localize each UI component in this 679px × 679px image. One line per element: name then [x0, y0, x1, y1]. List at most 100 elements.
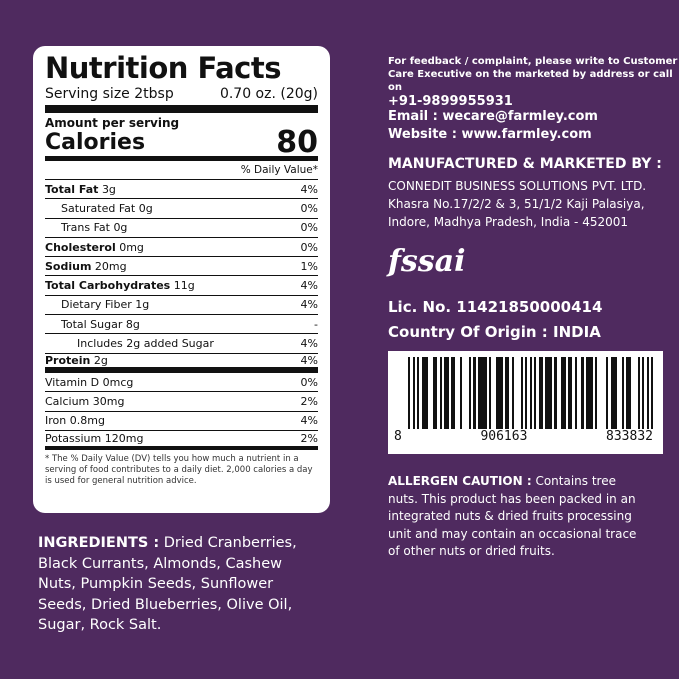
barcode-bar [473, 357, 476, 429]
barcode-bar [556, 357, 562, 429]
address-line-1: Khasra No.17/2/2 & 3, 51/1/2 Kaji Palasi… [388, 197, 645, 211]
address-line-2: Indore, Madhya Pradesh, India - 452001 [388, 215, 628, 229]
barcode-bar [412, 357, 415, 429]
barcode-bars [408, 357, 654, 429]
feedback-block: For feedback / complaint, please write t… [388, 55, 679, 108]
license-number: Lic. No. 11421850000414 [388, 298, 603, 316]
nutrient-row: Trans Fat 0g 0% [45, 219, 318, 238]
ingredients-label: INGREDIENTS : [38, 535, 160, 551]
nutrient-row: Total Sugar 8g - [45, 315, 318, 335]
phone: +91-9899955931 [388, 94, 513, 109]
barcode-bar [462, 357, 469, 429]
nutrient-dv: 4% [300, 414, 318, 428]
nutrient-row: Includes 2g added Sugar 4% [45, 334, 318, 354]
barcode-bar [567, 357, 573, 429]
nutrient-name: Total Fat 3g [45, 182, 116, 196]
email: Email : wecare@farmley.com [388, 109, 598, 124]
barcode-bar [536, 357, 539, 429]
website: Website : www.farmley.com [388, 127, 592, 142]
barcode-bar [644, 357, 647, 429]
nutrient-name: Iron 0.8mg [45, 414, 105, 428]
barcode-bar [471, 357, 474, 429]
manufacturer-heading: MANUFACTURED & MARKETED BY : [388, 156, 662, 172]
barcode-bar [495, 357, 503, 429]
nutrient-row: Vitamin D 0mcg 0% [45, 373, 318, 393]
barcode-bar [624, 357, 627, 429]
barcode-bar [448, 357, 451, 429]
nutrition-facts-panel: Nutrition Facts Serving size 2tbsp 0.70 o… [33, 46, 330, 513]
barcode-bar [522, 357, 526, 429]
nutrient-dv: 1% [300, 259, 318, 273]
barcode-bar [417, 357, 420, 429]
barcode-bar [459, 357, 462, 429]
calories-label: Calories [45, 130, 146, 155]
barcode-bar [419, 357, 422, 429]
nutrition-title: Nutrition Facts [45, 51, 281, 85]
barcode-bar [444, 357, 449, 429]
barcode-bar [432, 357, 438, 429]
barcode-bar [486, 357, 490, 429]
country-of-origin: Country Of Origin : INDIA [388, 323, 601, 341]
nutrient-name: Includes 2g added Sugar [77, 337, 214, 351]
nutrient-name: Vitamin D 0mcg [45, 375, 134, 389]
barcode-bar [408, 357, 411, 429]
barcode-bar [626, 357, 631, 429]
barcode-bar [491, 357, 496, 429]
barcode-bar [552, 357, 555, 429]
nutrient-dv: - [314, 317, 318, 331]
barcode-bar [439, 357, 442, 429]
nutrient-name: Trans Fat 0g [61, 221, 128, 235]
nutrient-dv: 0% [300, 375, 318, 389]
nutrient-dv: 0% [300, 201, 318, 215]
nutrient-name: Potassium 120mg [45, 432, 144, 445]
barcode-bar [639, 357, 643, 429]
barcode-bar [630, 357, 638, 429]
nutrient-row: Sodium 20mg 1% [45, 257, 318, 277]
barcode-bar [565, 357, 568, 429]
nutrient-dv: 2% [300, 394, 318, 408]
nutrient-name: Total Carbohydrates 11g [45, 279, 195, 293]
barcode-bar [581, 357, 584, 429]
nutrient-row: Total Fat 3g 4% [45, 180, 318, 200]
nutrient-rows: Total Fat 3g 4% Saturated Fat 0g 0% Trans Fa… [45, 180, 318, 451]
barcode-bar [592, 357, 595, 429]
daily-value-header: % Daily Value* [45, 161, 318, 180]
barcode-digit-group: 833832 [606, 429, 653, 444]
nutrient-row: Potassium 120mg 2% [45, 431, 318, 451]
barcode: 8 906163 833832 [388, 351, 663, 454]
nutrient-dv: 4% [300, 279, 318, 293]
barcode-bar [504, 357, 510, 429]
nutrient-name: Total Sugar 8g [61, 317, 140, 331]
barcode-bar [646, 357, 649, 429]
allergen-caution: ALLERGEN CAUTION : Contains tree nuts. T… [388, 473, 648, 561]
footnote: * The % Daily Value (DV) tells you how m… [45, 454, 313, 487]
barcode-bar [520, 357, 523, 429]
nutrient-dv: 4% [300, 337, 318, 351]
barcode-bar [642, 357, 645, 429]
barcode-bar [410, 357, 413, 429]
barcode-bar [637, 357, 640, 429]
calories-row: Calories 80 [45, 128, 318, 161]
barcode-bar [489, 357, 492, 429]
barcode-bar [529, 357, 532, 429]
nutrient-name: Cholesterol 0mg [45, 240, 144, 254]
license-block: Lic. No. 11421850000414 Country Of Origin… [388, 295, 602, 345]
barcode-bar [509, 357, 512, 429]
barcode-digit-group: 8 [394, 429, 402, 444]
barcode-bar [543, 357, 546, 429]
serving-size: Serving size 2tbsp 0.70 oz. (20g) [45, 86, 318, 113]
barcode-bar [428, 357, 433, 429]
barcode-bar [534, 357, 537, 429]
nutrient-row: Dietary Fiber 1g 4% [45, 296, 318, 316]
barcode-bar [513, 357, 521, 429]
nutrient-row: Cholesterol 0mg 0% [45, 238, 318, 258]
fssai-logo: fssai [388, 244, 466, 279]
barcode-bar [437, 357, 440, 429]
nutrient-row: Saturated Fat 0g 0% [45, 199, 318, 219]
barcode-bar [585, 357, 593, 429]
barcode-bar [648, 357, 652, 429]
barcode-bar [594, 357, 598, 429]
barcode-bar [545, 357, 553, 429]
barcode-bar [606, 357, 609, 429]
barcode-bar [511, 357, 514, 429]
